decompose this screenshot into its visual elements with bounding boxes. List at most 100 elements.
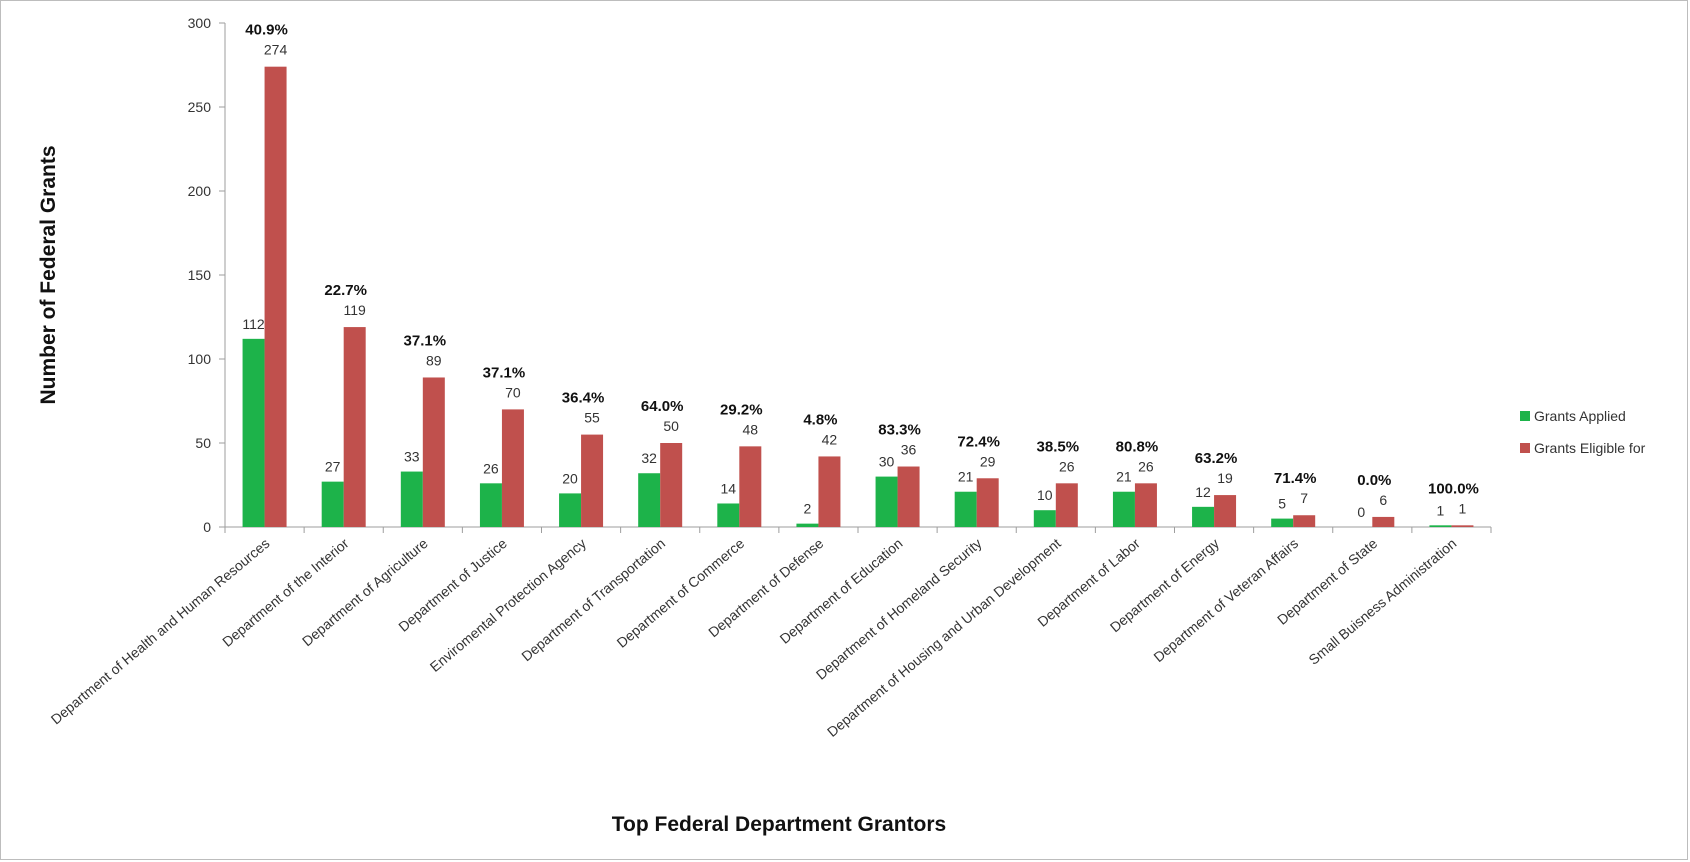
percent-label: 100.0% — [1428, 480, 1479, 497]
data-label-grants-eligible: 119 — [344, 302, 367, 318]
category-label: Department of Veteran Affairs — [1150, 535, 1301, 665]
bar-grants-applied — [1192, 506, 1215, 527]
data-label-grants-eligible: 26 — [1059, 458, 1075, 474]
category-label: Department of Homeland Security — [813, 535, 985, 683]
data-label-grants-eligible: 29 — [980, 453, 996, 469]
data-label-grants-eligible: 89 — [426, 352, 442, 368]
category-label: Department of Commerce — [614, 535, 748, 651]
data-label-grants-eligible: 26 — [1138, 458, 1154, 474]
bar-grants-eligible — [1451, 525, 1474, 527]
legend-label-grants-applied: Grants Applied — [1534, 408, 1626, 424]
y-tick-label: 150 — [188, 267, 212, 283]
data-label-grants-applied: 5 — [1278, 496, 1286, 512]
data-labels: 11227440.9%2711922.7%338937.1%267037.1%2… — [242, 22, 1478, 520]
bar-grants-eligible — [422, 377, 445, 527]
y-tick-label: 200 — [188, 183, 212, 199]
data-label-grants-applied: 112 — [242, 316, 265, 332]
category-label: Department of Agriculture — [299, 535, 431, 649]
bar-grants-eligible — [343, 327, 366, 527]
data-label-grants-eligible: 7 — [1300, 490, 1308, 506]
data-label-grants-applied: 20 — [562, 470, 578, 486]
percent-label: 71.4% — [1274, 470, 1317, 487]
bar-grants-eligible — [581, 434, 604, 527]
bar-grants-eligible — [818, 456, 841, 527]
legend-label-grants-eligible: Grants Eligible for — [1534, 440, 1646, 456]
percent-label: 83.3% — [878, 422, 921, 439]
legend: Grants Applied Grants Eligible for — [1520, 408, 1646, 456]
bar-grants-applied — [954, 491, 977, 527]
bar-grants-applied — [479, 483, 502, 527]
data-label-grants-eligible: 274 — [264, 42, 288, 58]
x-axis-title: Top Federal Department Grantors — [612, 813, 947, 836]
bar-grants-eligible — [897, 466, 920, 527]
percent-label: 29.2% — [720, 401, 763, 418]
data-label-grants-eligible: 50 — [663, 418, 679, 434]
bar-grants-applied — [559, 493, 582, 527]
percent-label: 80.8% — [1116, 438, 1159, 455]
bar-grants-eligible — [660, 443, 683, 527]
bar-grants-eligible — [264, 66, 287, 528]
data-label-grants-eligible: 1 — [1459, 500, 1467, 516]
data-label-grants-eligible: 48 — [743, 421, 759, 437]
data-label-grants-eligible: 55 — [584, 410, 600, 426]
data-label-grants-applied: 12 — [1195, 484, 1211, 500]
legend-swatch-grants-applied — [1520, 411, 1530, 421]
bar-grants-eligible — [1055, 483, 1078, 527]
percent-label: 63.2% — [1195, 450, 1238, 467]
bar-grants-applied — [875, 476, 898, 527]
bar-grants-applied — [1033, 510, 1056, 527]
data-label-grants-eligible: 70 — [505, 384, 521, 400]
percent-label: 22.7% — [324, 282, 367, 299]
y-tick-label: 0 — [203, 519, 211, 535]
percent-label: 72.4% — [957, 433, 1000, 450]
data-label-grants-applied: 32 — [641, 450, 657, 466]
data-label-grants-applied: 30 — [879, 454, 895, 470]
bar-grants-eligible — [1293, 515, 1316, 527]
percent-label: 37.1% — [404, 332, 447, 349]
y-tick-label: 100 — [188, 351, 212, 367]
bar-grants-eligible — [739, 446, 762, 527]
y-tick-label: 50 — [195, 435, 211, 451]
bar-grants-applied — [1429, 525, 1452, 527]
data-label-grants-applied: 33 — [404, 449, 420, 465]
percent-label: 0.0% — [1357, 472, 1391, 489]
data-label-grants-eligible: 42 — [822, 431, 838, 447]
data-label-grants-applied: 14 — [721, 480, 737, 496]
data-label-grants-applied: 26 — [483, 460, 499, 476]
y-axis-title: Number of Federal Grants — [37, 145, 60, 404]
bar-grants-eligible — [976, 478, 999, 527]
bar-grants-applied — [321, 481, 344, 527]
data-label-grants-eligible: 19 — [1217, 470, 1233, 486]
percent-label: 40.9% — [245, 22, 288, 39]
data-label-grants-applied: 10 — [1037, 487, 1053, 503]
percent-label: 37.1% — [483, 364, 526, 381]
bar-grants-applied — [717, 503, 740, 527]
data-label-grants-applied: 27 — [325, 459, 341, 475]
bar-grants-applied — [1112, 491, 1135, 527]
category-labels: Department of Health and Human Resources… — [48, 535, 1460, 740]
percent-label: 38.5% — [1037, 438, 1080, 455]
bar-grants-eligible — [501, 409, 524, 527]
legend-swatch-grants-eligible — [1520, 443, 1530, 453]
data-label-grants-applied: 21 — [958, 469, 974, 485]
bars — [242, 66, 1474, 528]
percent-label: 4.8% — [803, 411, 837, 428]
data-label-grants-applied: 21 — [1116, 469, 1132, 485]
bar-grants-applied — [1271, 518, 1294, 527]
data-label-grants-applied: 1 — [1437, 502, 1445, 518]
percent-label: 64.0% — [641, 398, 684, 415]
category-label: Enviromental Protection Agency — [427, 535, 589, 675]
bar-grants-eligible — [1214, 495, 1237, 527]
bar-grants-applied — [400, 471, 423, 527]
category-label: Small Buisness Administration — [1305, 535, 1459, 668]
y-tick-label: 250 — [188, 99, 212, 115]
data-label-grants-applied: 2 — [804, 501, 812, 517]
bar-grants-applied — [242, 338, 265, 527]
y-tick-label: 300 — [188, 15, 212, 31]
category-label: Department of Transportation — [518, 535, 668, 664]
bar-grants-eligible — [1372, 516, 1395, 527]
bar-grants-applied — [796, 523, 819, 527]
percent-label: 36.4% — [562, 390, 605, 407]
